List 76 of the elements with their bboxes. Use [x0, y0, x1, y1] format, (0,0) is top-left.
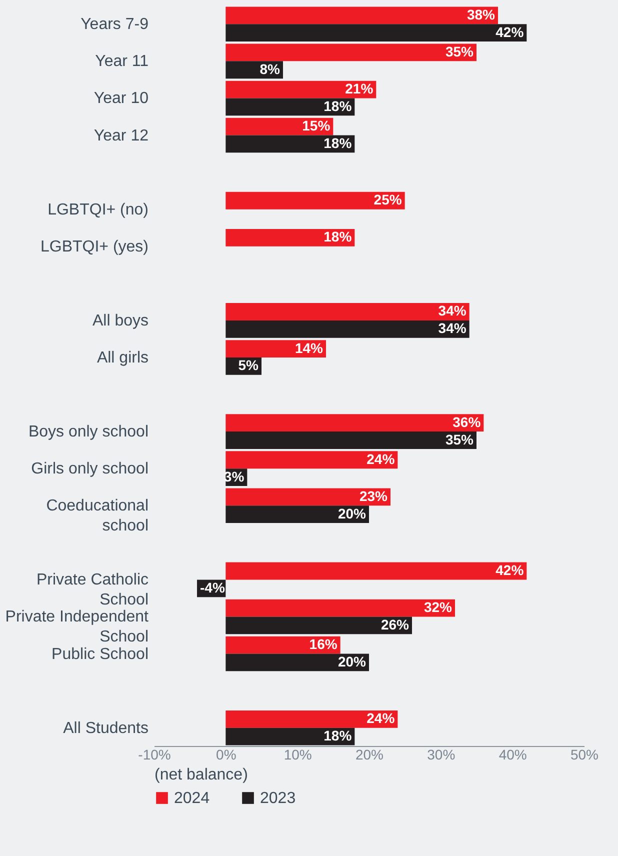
data-label: 18%	[324, 98, 352, 114]
bar	[226, 192, 405, 210]
data-label: 23%	[359, 488, 388, 504]
data-label: 24%	[366, 450, 396, 467]
data-label: 35%	[445, 431, 474, 448]
data-label: 16%	[309, 636, 338, 652]
data-label: 18%	[324, 228, 352, 245]
bar	[226, 562, 527, 580]
bar	[226, 118, 334, 136]
bar	[226, 6, 498, 24]
x-tick-label: 20%	[355, 746, 384, 762]
data-label: -4%	[200, 579, 226, 596]
y-tick-label: Private Independent School	[5, 608, 150, 646]
y-tick-label: Private Catholic School	[36, 572, 148, 609]
x-tick-label: 50%	[570, 746, 599, 762]
data-label: 36%	[452, 414, 482, 430]
legend-label: 2023	[260, 790, 296, 807]
bar	[226, 728, 355, 746]
y-tick-label: Years 7-9	[80, 16, 149, 34]
x-tick-label: -10%	[138, 746, 171, 762]
bar	[226, 636, 340, 654]
data-label: 14%	[294, 340, 324, 356]
y-tick-label: Boys only school	[28, 424, 148, 441]
x-tick-label: 10%	[284, 746, 312, 762]
bar	[226, 98, 355, 116]
data-label: 18%	[324, 728, 352, 744]
y-tick-label: All Students	[63, 720, 148, 737]
data-label: 26%	[380, 616, 410, 632]
bar	[226, 616, 412, 634]
bar	[226, 80, 376, 98]
data-label: 24%	[366, 710, 396, 726]
bar	[226, 506, 369, 524]
data-label: 20%	[338, 505, 367, 522]
bar	[226, 340, 326, 358]
x-tick-label: 30%	[427, 746, 456, 762]
x-axis-title: (net balance)	[154, 766, 248, 784]
bar	[226, 135, 355, 153]
bar	[226, 414, 484, 432]
y-tick-label: LGBTQI+ (yes)	[40, 238, 148, 256]
bar	[226, 44, 476, 62]
y-tick-label: Year 10	[94, 90, 149, 108]
bar	[226, 488, 390, 506]
data-label: 42%	[496, 562, 524, 578]
y-tick-label: Year 12	[94, 127, 149, 144]
data-label: 15%	[302, 118, 331, 134]
data-label: 42%	[496, 24, 524, 40]
bar	[226, 24, 527, 42]
data-label: 34%	[438, 302, 467, 319]
data-label: 21%	[345, 80, 374, 97]
y-tick-label: LGBTQI+ (no)	[48, 201, 148, 218]
data-label: 18%	[324, 134, 352, 151]
data-label: 38%	[466, 6, 496, 22]
bar	[226, 654, 369, 672]
y-tick-label: Year 11	[95, 53, 149, 70]
bar	[226, 451, 398, 469]
bar	[226, 303, 470, 320]
y-tick-label: All girls	[96, 349, 148, 366]
data-label: 34%	[438, 320, 467, 336]
data-label: 25%	[374, 192, 402, 208]
bar	[226, 228, 355, 246]
data-label: 5%	[238, 357, 260, 374]
y-tick-label: Public School	[52, 646, 148, 663]
x-tick-label: 0%	[216, 746, 236, 762]
data-label: 35%	[445, 43, 474, 60]
bar	[226, 599, 455, 617]
x-tick-label: 40%	[498, 746, 527, 762]
y-tick-label: Coeducational school	[46, 498, 148, 535]
bar	[226, 432, 476, 449]
data-label: 8%	[260, 60, 281, 77]
data-label: 20%	[338, 653, 367, 670]
bar	[226, 710, 398, 728]
y-tick-label: Girls only school	[31, 460, 148, 478]
y-tick-label: All boys	[92, 312, 148, 330]
bar	[226, 320, 470, 338]
legend-label: 2024	[174, 790, 210, 807]
data-label: 32%	[424, 599, 453, 616]
